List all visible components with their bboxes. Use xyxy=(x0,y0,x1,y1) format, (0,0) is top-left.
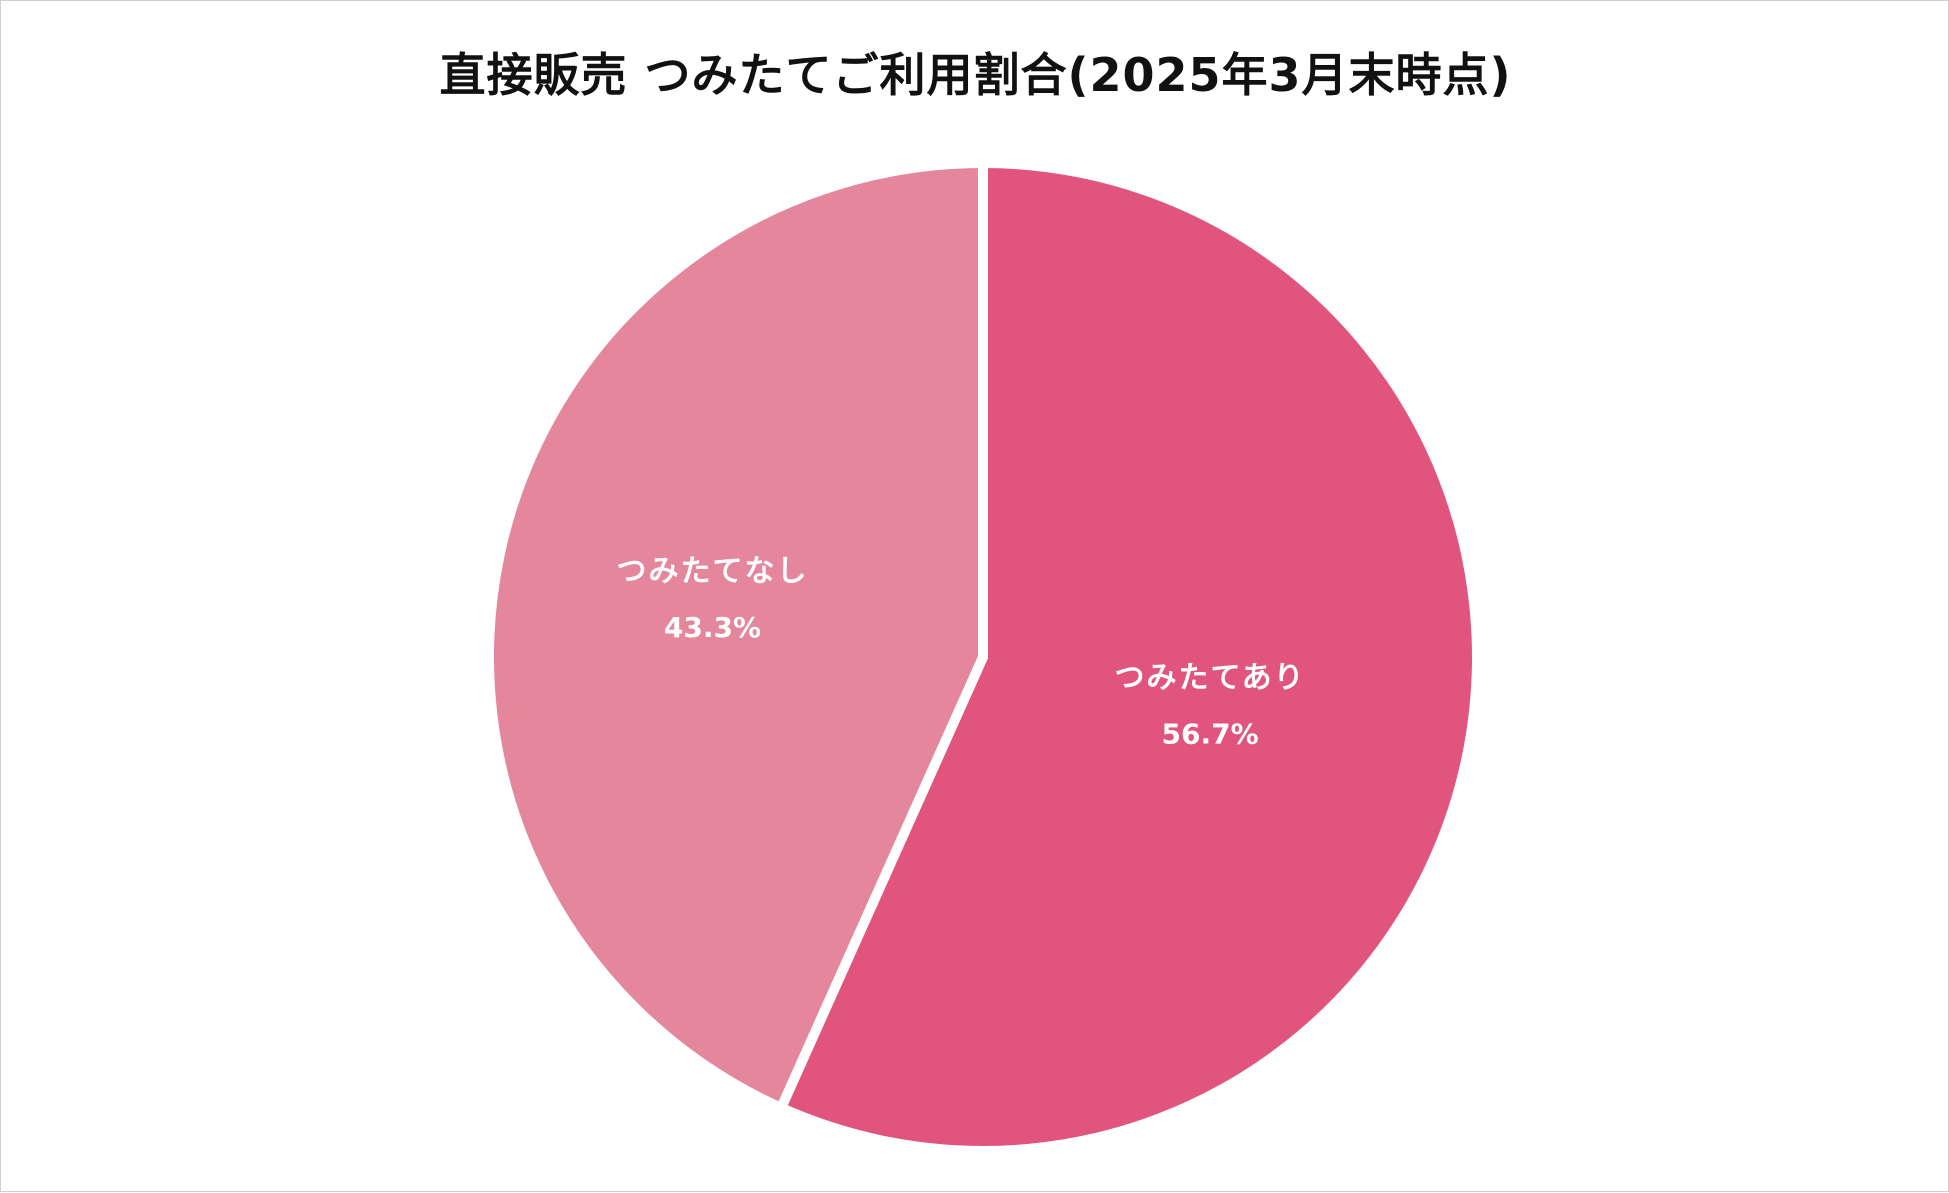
slice-value-1: 56.7% xyxy=(1161,718,1258,751)
slice-label-2: つみたてなし xyxy=(616,554,808,589)
pie-labels: つみたてあり 56.7% つみたてなし 43.3% xyxy=(616,554,1306,751)
pie-slice-2 xyxy=(484,157,988,1115)
slice-label-1: つみたてあり xyxy=(1115,661,1306,696)
chart-title: 直接販売 つみたてご利用割合(2025年3月末時点) xyxy=(439,48,1512,102)
pie-slices xyxy=(484,157,1482,1156)
pie-slice-1 xyxy=(774,157,1482,1156)
slice-value-2: 43.3% xyxy=(664,611,761,644)
